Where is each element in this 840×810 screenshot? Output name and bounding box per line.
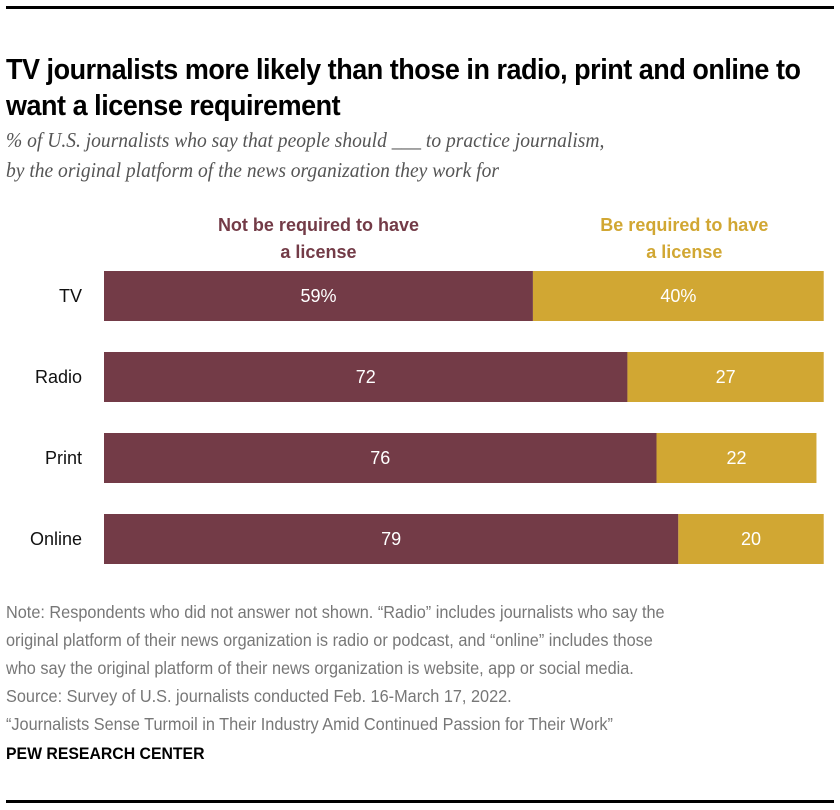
bar-row-print: Print 76 22 <box>45 433 817 483</box>
legend-line: a license <box>280 242 356 262</box>
top-rule <box>6 6 834 9</box>
bar-row-online: Online 79 20 <box>30 514 824 564</box>
bar-segment-required <box>627 352 824 402</box>
data-label: 20 <box>741 529 761 549</box>
legend-entry-not-required: Not be required to have a license <box>218 215 419 262</box>
bars: TV 59% 40% Radio 72 27 Print 76 22 Online 79 20 <box>30 271 824 564</box>
data-label: 72 <box>356 367 376 387</box>
report-title-line: “Journalists Sense Turmoil in Their Indu… <box>6 714 613 734</box>
bar-row-tv: TV 59% 40% <box>59 271 824 321</box>
data-label: 27 <box>716 367 736 387</box>
chart-subtitle: % of U.S. journalists who say that peopl… <box>6 125 806 185</box>
legend-line: Be required to have <box>600 215 768 235</box>
notes: Note: Respondents who did not answer not… <box>6 598 824 738</box>
category-label: Online <box>30 529 82 549</box>
data-label: 22 <box>726 448 746 468</box>
bar-segment-not-required <box>104 352 628 402</box>
data-label: 79 <box>381 529 401 549</box>
bar-row-radio: Radio 72 27 <box>35 352 824 402</box>
legend-line: a license <box>646 242 722 262</box>
bar-segment-required <box>656 433 817 483</box>
subtitle-line-1: % of U.S. journalists who say that peopl… <box>6 128 605 152</box>
note-line: who say the original platform of their n… <box>6 658 634 678</box>
data-label: 40% <box>660 286 696 306</box>
chart-title: TV journalists more likely than those in… <box>6 54 801 122</box>
legend-entry-required: Be required to have a license <box>600 215 768 262</box>
bar-segment-required <box>678 514 824 564</box>
subtitle-line-2: by the original platform of the news org… <box>6 158 499 182</box>
brand-logo-text: PEW RESEARCH CENTER <box>6 744 205 763</box>
bar-segment-not-required <box>104 271 533 321</box>
bottom-rule <box>6 800 834 803</box>
category-label: Print <box>45 448 82 468</box>
bar-segment-required <box>532 271 824 321</box>
bar-segment-not-required <box>104 433 657 483</box>
note-line: Note: Respondents who did not answer not… <box>6 602 665 622</box>
bar-segment-not-required <box>104 514 679 564</box>
category-label: TV <box>59 286 82 306</box>
data-label: 76 <box>370 448 390 468</box>
legend-line: Not be required to have <box>218 215 419 235</box>
data-label: 59% <box>300 286 336 306</box>
note-line: original platform of their news organiza… <box>6 630 653 650</box>
source-line: Source: Survey of U.S. journalists condu… <box>6 686 512 706</box>
category-label: Radio <box>35 367 82 387</box>
